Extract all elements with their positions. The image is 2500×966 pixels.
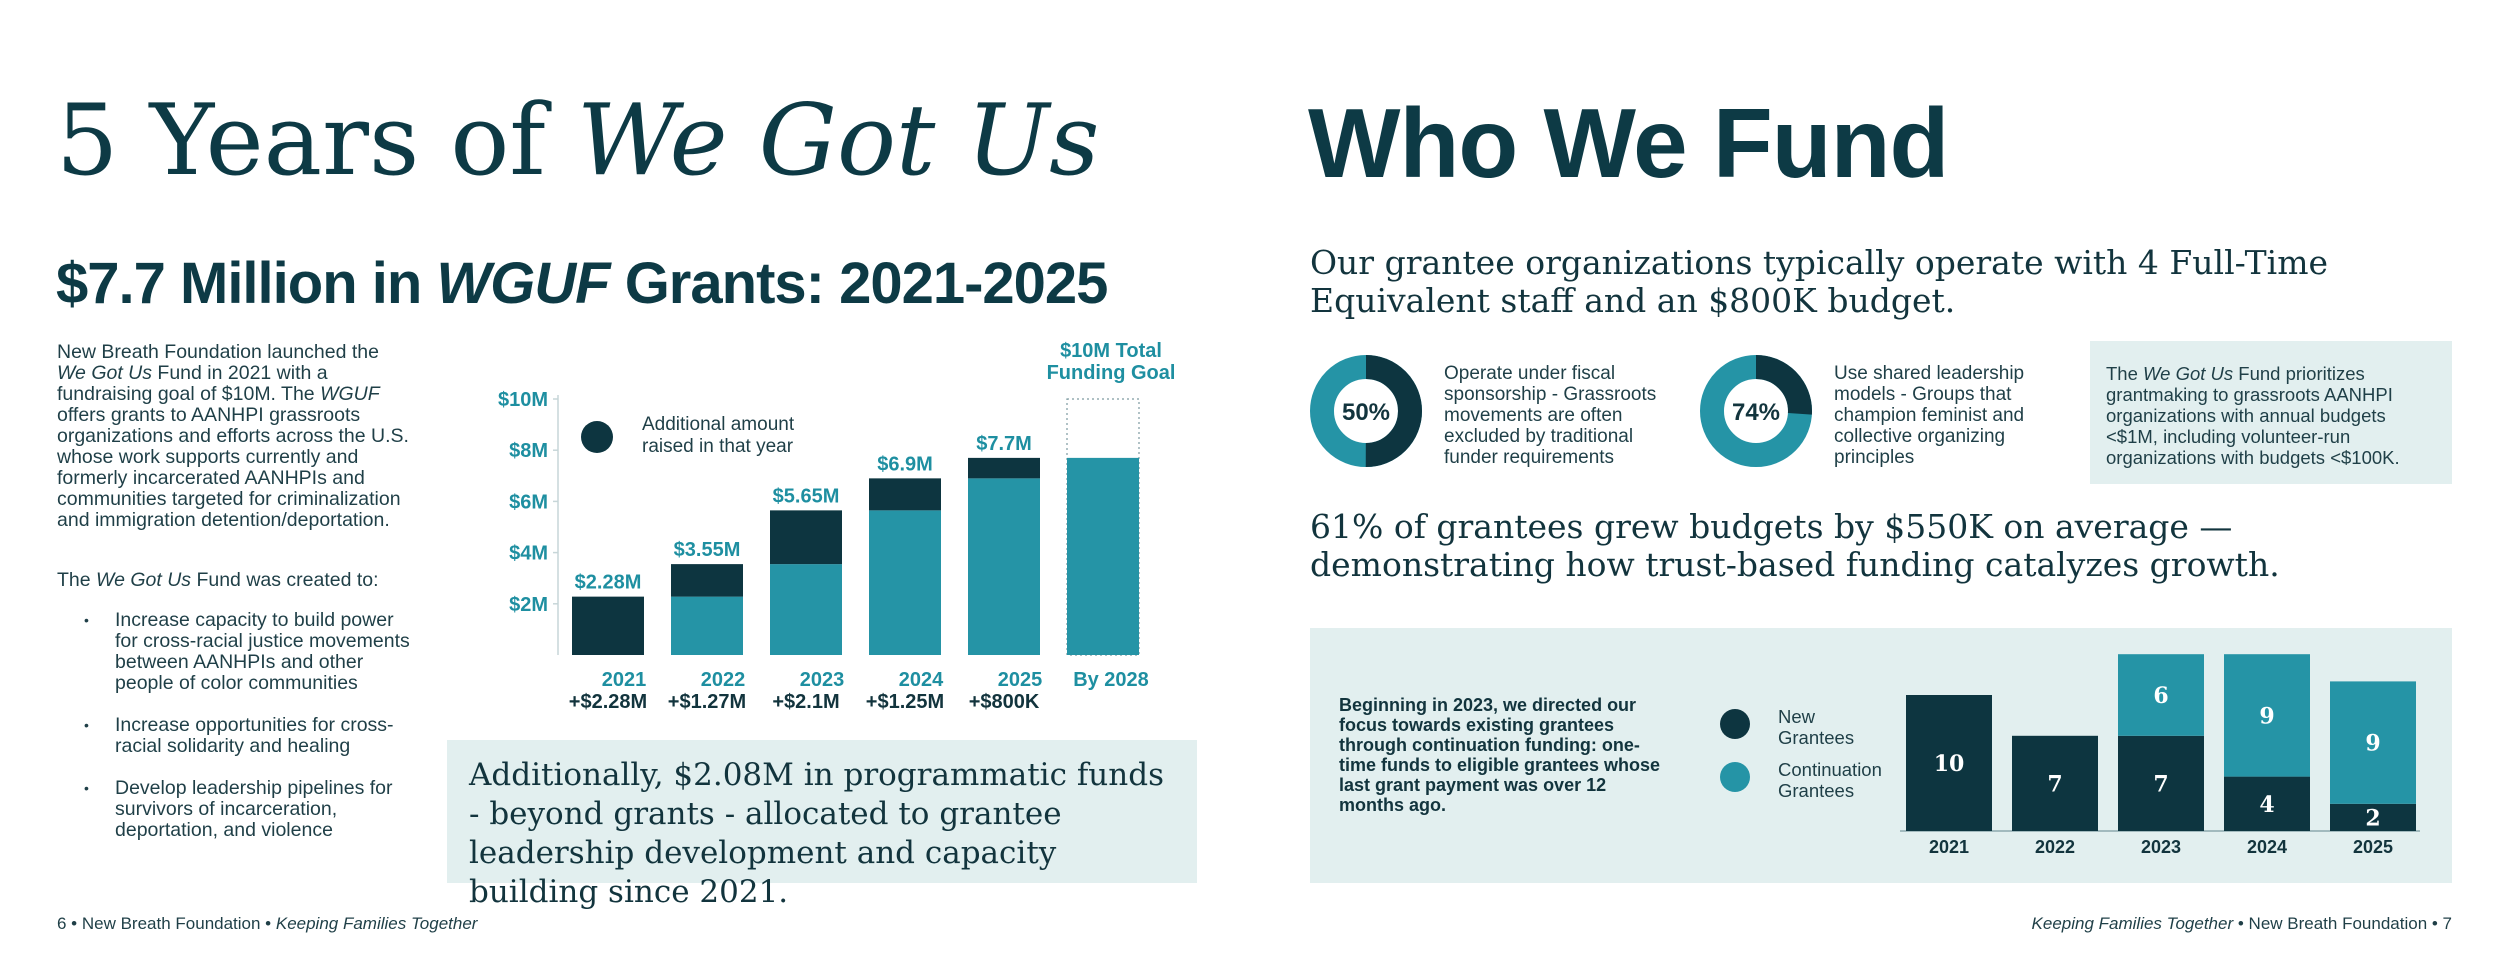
bar-previous [869,510,941,655]
bar-total-label: $5.65M [773,485,840,507]
bar-continuation-grantees [2118,654,2204,736]
increment-label: +$1.27M [668,691,746,713]
x-category-label: 2023 [800,669,845,691]
bar-new-grantees [2330,803,2416,831]
bar-new-value: 2 [2365,805,2380,831]
x-category-label: By 2028 [1073,669,1149,691]
legend-additional-label: Additional amount raised in that year [642,414,795,457]
budget-growth-lead: 61% of grantees grew budgets by $550K on… [1310,507,2280,584]
continuation-note: Beginning in 2023, we directed our focus… [1339,695,1661,815]
bar-new-grantees [2012,735,2098,831]
legend-new-swatch [1720,709,1750,739]
bullet-item: Develop leadership pipelines for survivo… [57,778,417,841]
donut-percent-label: 50% [1342,399,1390,426]
x-category-label: 2022 [701,669,746,691]
bar-total-label: $2.28M [575,572,642,594]
donut-percent-label: 74% [1732,399,1780,426]
bar-continuation-value: 6 [2153,683,2168,709]
bullet-item: Increase capacity to build power for cro… [57,610,417,694]
increment-label: +$800K [969,691,1040,713]
grantmaking-priority-text: The We Got Us Fund prioritizes grantmaki… [2106,363,2400,468]
increment-label: +$2.1M [772,691,839,713]
created-to-list: Increase capacity to build power for cro… [57,610,417,862]
intro-paragraph: New Breath Foundation launched the We Go… [57,341,409,531]
y-tick-label: $8M [509,440,548,462]
legend-additional-swatch [581,421,613,453]
donut-segment [1700,355,1812,467]
grantees-panel: Beginning in 2023, we directed our focus… [1310,628,2452,883]
left-page-title: 5 Years of We Got Us [56,84,1100,198]
created-to-heading: The We Got Us Fund was created to: [57,569,379,591]
bar-previous [1067,457,1139,655]
legend-new-label: New Grantees [1778,706,1855,748]
bar-previous [770,564,842,655]
bar-additional [869,478,941,511]
y-tick-label: $2M [509,594,548,616]
grantees-bar-chart: 10 2021 7 2022 7 6 2023 4 9 2024 2 9 2025 [1900,654,2420,857]
bar-new-value: 4 [2259,792,2274,818]
bullet-item: Increase opportunities for cross-racial … [57,715,417,757]
bar-previous [671,596,743,655]
programmatic-funds-callout: Additionally, $2.08M in programmatic fun… [447,740,1197,910]
shared-leadership-donut: 74% [1700,355,1812,467]
bar-new-value: 7 [2047,771,2062,797]
x-category-label: 2024 [899,669,944,691]
bar-new-grantees [2224,776,2310,831]
bar-new-grantees [2118,735,2204,831]
y-tick-label: $4M [509,543,548,565]
x-category-label: 2021 [1929,837,1969,857]
fiscal-sponsorship-text: Operate under fiscal sponsorship - Grass… [1444,363,1657,468]
bar-additional [671,564,743,597]
bar-additional [572,596,644,655]
programmatic-funds-text: Additionally, $2.08M in programmatic fun… [469,757,1164,910]
donut-segment [1310,355,1422,467]
x-category-label: 2022 [2035,837,2075,857]
bar-total-label: $7.7M [976,433,1032,455]
bar-total-label: $3.55M [674,539,741,561]
goal-label: $10M Total Funding Goal [1047,340,1176,384]
legend-continuation-label: Continuation Grantees [1778,759,1882,801]
left-footer: 6 • New Breath Foundation • Keeping Fami… [57,914,478,933]
funding-bar-chart: $2M $4M $6M $8M $10M Additional amount raised … [498,340,1176,713]
bar-continuation-value: 9 [2365,731,2380,757]
bar-new-grantees [1906,695,1992,831]
bar-new-value: 10 [1934,751,1965,777]
fiscal-sponsorship-donut: 50% [1310,355,1422,467]
bar-new-value: 7 [2153,771,2168,797]
bar-continuation-value: 9 [2259,703,2274,729]
y-tick-label: $6M [509,491,548,513]
right-page-title: Who We Fund [1308,88,1949,198]
grants-subtitle: $7.7 Million in WGUF Grants: 2021-2025 [56,251,1108,316]
y-tick-label: $10M [498,389,548,411]
x-category-label: 2021 [602,669,647,691]
right-footer: Keeping Families Together • New Breath F… [2031,914,2452,933]
grantee-profile-lead: Our grantee organizations typically oper… [1310,243,2329,320]
bar-additional [968,457,1040,479]
grantmaking-priority-callout: The We Got Us Fund prioritizes grantmaki… [2090,341,2452,484]
bar-continuation-grantees [2330,681,2416,804]
bar-total-label: $6.9M [877,453,933,475]
x-category-label: 2023 [2141,837,2181,857]
x-category-label: 2025 [998,669,1043,691]
x-category-label: 2024 [2247,837,2287,857]
bar-additional [770,510,842,565]
legend-continuation-swatch [1720,762,1750,792]
shared-leadership-text: Use shared leadership models - Groups th… [1834,363,2025,468]
bar-continuation-grantees [2224,654,2310,777]
x-category-label: 2025 [2353,837,2393,857]
increment-label: +$1.25M [866,691,944,713]
bar-previous [968,478,1040,655]
increment-label: +$2.28M [569,691,647,713]
